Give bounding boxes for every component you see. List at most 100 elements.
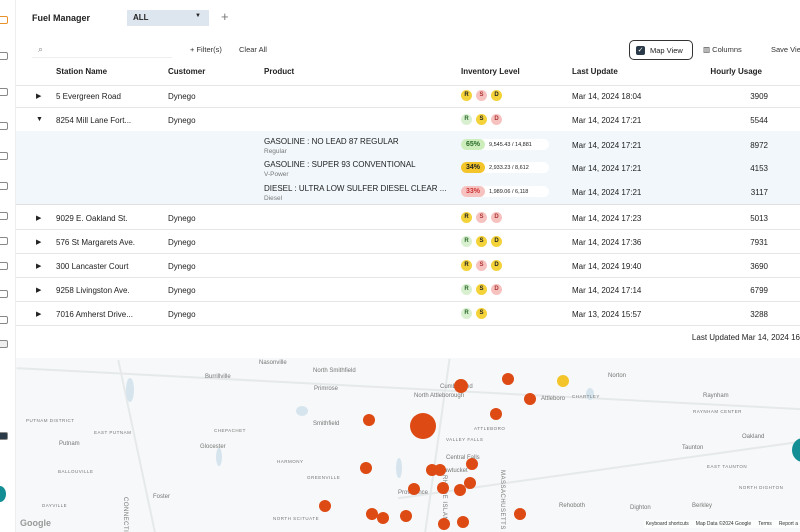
nav-icon[interactable] bbox=[0, 152, 8, 160]
map-place-label: Raynham bbox=[703, 393, 729, 399]
keyboard-shortcuts-link[interactable]: Keyboard shortcuts bbox=[645, 521, 689, 527]
station-marker-warning[interactable] bbox=[557, 375, 569, 387]
station-marker[interactable] bbox=[377, 512, 389, 524]
save-view-button[interactable]: Save View bbox=[771, 45, 800, 54]
search-icon: ⌕ bbox=[38, 44, 44, 54]
nav-icon[interactable] bbox=[0, 237, 8, 245]
nav-icon[interactable] bbox=[0, 212, 8, 220]
product-row: GASOLINE : SUPER 93 CONVENTIONAL V-Power… bbox=[16, 156, 800, 180]
google-logo: Google bbox=[20, 518, 51, 528]
customer: Dynego bbox=[168, 116, 196, 125]
map-data-text: Map Data ©2024 Google bbox=[695, 521, 752, 527]
map[interactable]: Google Keyboard shortcuts Map Data ©2024… bbox=[16, 358, 800, 532]
inventory-pill: D bbox=[491, 236, 502, 247]
expand-icon[interactable]: ▶ bbox=[36, 239, 42, 246]
expand-icon[interactable]: ▶ bbox=[36, 311, 42, 318]
col-customer[interactable]: Customer bbox=[168, 67, 206, 76]
map-place-label: Nasonville bbox=[259, 360, 287, 366]
station-marker[interactable] bbox=[434, 464, 446, 476]
station-marker[interactable] bbox=[319, 500, 331, 512]
station-marker[interactable] bbox=[524, 393, 536, 405]
station-marker[interactable] bbox=[490, 408, 502, 420]
clear-all-button[interactable]: Clear All bbox=[239, 45, 267, 54]
station-marker[interactable] bbox=[437, 482, 449, 494]
inventory-pill: D bbox=[491, 260, 502, 271]
fuel-icon[interactable] bbox=[0, 16, 8, 24]
view-select[interactable]: ALL ▼ bbox=[127, 10, 209, 26]
station-marker[interactable] bbox=[408, 483, 420, 495]
station-marker[interactable] bbox=[400, 510, 412, 522]
columns-button[interactable]: ▥ Columns bbox=[703, 45, 742, 54]
nav-icon[interactable] bbox=[0, 316, 8, 324]
map-place-label: PUTNAM DISTRICT bbox=[26, 418, 75, 423]
station-marker[interactable] bbox=[466, 458, 478, 470]
col-inventory[interactable]: Inventory Level bbox=[461, 67, 520, 76]
collapse-icon[interactable]: ▼ bbox=[36, 116, 43, 123]
map-action-button[interactable] bbox=[792, 438, 800, 462]
nav-icon[interactable] bbox=[0, 122, 8, 130]
inventory-pill: R bbox=[461, 90, 472, 101]
last-update: Mar 14, 2024 17:14 bbox=[572, 286, 642, 295]
help-button[interactable] bbox=[0, 486, 6, 502]
station-marker[interactable] bbox=[514, 508, 526, 520]
station-name: 300 Lancaster Court bbox=[56, 262, 129, 271]
nav-icon[interactable] bbox=[0, 262, 8, 270]
nav-icon[interactable] bbox=[0, 290, 8, 298]
inventory-pill: R bbox=[461, 114, 472, 125]
nav-icon-active[interactable] bbox=[0, 340, 8, 348]
product-grade: Regular bbox=[264, 148, 287, 155]
map-place-label: GREENVILLE bbox=[307, 475, 341, 480]
user-icon[interactable] bbox=[0, 432, 8, 440]
station-marker[interactable] bbox=[363, 414, 375, 426]
map-attribution: Keyboard shortcuts Map Data ©2024 Google… bbox=[643, 520, 800, 528]
last-update: Mar 14, 2024 17:23 bbox=[572, 214, 642, 223]
expand-icon[interactable]: ▶ bbox=[36, 263, 42, 270]
columns-icon: ▥ bbox=[703, 45, 713, 54]
inventory-percent: 65% bbox=[461, 139, 486, 150]
nav-icon[interactable] bbox=[0, 52, 8, 60]
inventory-pill: R bbox=[461, 260, 472, 271]
station-marker[interactable] bbox=[410, 413, 436, 439]
inventory-volume: 2,933.23 / 8,612 bbox=[489, 164, 529, 171]
col-last-update[interactable]: Last Update bbox=[572, 67, 618, 76]
add-view-button[interactable]: + bbox=[221, 9, 229, 24]
expanded-products: GASOLINE : NO LEAD 87 REGULAR Regular 65… bbox=[16, 131, 800, 205]
map-place-label: Taunton bbox=[682, 445, 704, 451]
station-marker[interactable] bbox=[366, 508, 378, 520]
expand-icon[interactable]: ▶ bbox=[36, 93, 42, 100]
terms-link[interactable]: Terms bbox=[758, 521, 772, 527]
inventory-pill: R bbox=[461, 236, 472, 247]
nav-icon[interactable] bbox=[0, 182, 8, 190]
map-view-toggle[interactable]: ✓ Map View bbox=[629, 40, 693, 60]
station-marker[interactable] bbox=[502, 373, 514, 385]
station-marker[interactable] bbox=[454, 379, 468, 393]
col-station[interactable]: Station Name bbox=[56, 67, 108, 76]
col-product[interactable]: Product bbox=[264, 67, 295, 76]
last-update: Mar 14, 2024 17:21 bbox=[572, 116, 642, 125]
nav-icon[interactable] bbox=[0, 88, 8, 96]
map-place-label: NORTH DIGHTON bbox=[739, 485, 784, 490]
station-name: 7016 Amherst Drive... bbox=[56, 310, 133, 319]
search-input[interactable]: ⌕ bbox=[32, 42, 172, 58]
report-link[interactable]: Report a bbox=[778, 521, 798, 527]
station-marker[interactable] bbox=[457, 516, 469, 528]
expand-icon[interactable]: ▶ bbox=[36, 287, 42, 294]
station-marker[interactable] bbox=[438, 518, 450, 530]
col-hourly-usage[interactable]: Hourly Usage bbox=[710, 67, 762, 76]
station-marker[interactable] bbox=[464, 477, 476, 489]
expand-icon[interactable]: ▶ bbox=[36, 215, 42, 222]
add-filter-button[interactable]: + Filter(s) bbox=[190, 45, 222, 54]
inventory-pill: S bbox=[476, 114, 487, 125]
station-marker[interactable] bbox=[360, 462, 372, 474]
map-place-label: Berkley bbox=[692, 503, 713, 509]
hourly-usage: 3909 bbox=[750, 92, 768, 101]
station-marker[interactable] bbox=[454, 484, 466, 496]
